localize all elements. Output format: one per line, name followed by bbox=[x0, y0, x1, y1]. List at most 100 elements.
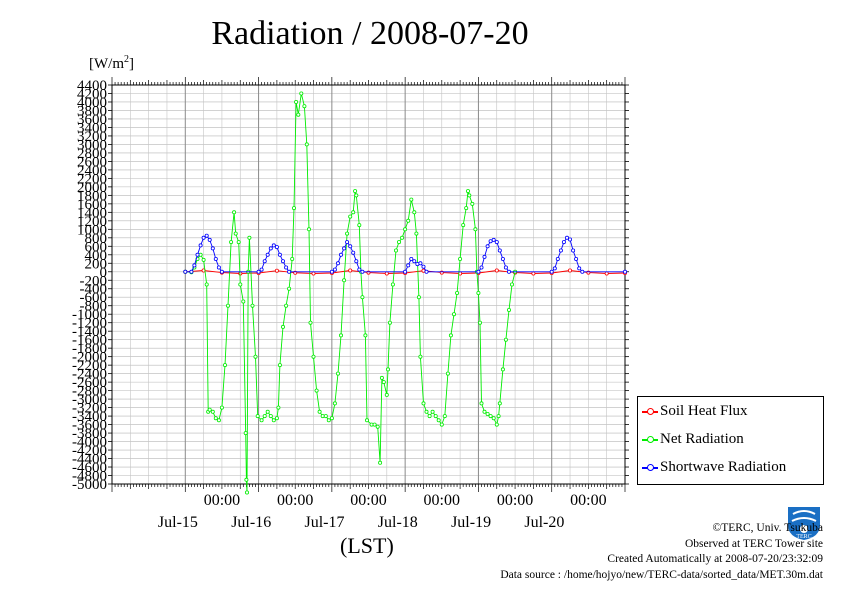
data-point bbox=[604, 271, 609, 276]
x-tick-day-label: Jul-19 bbox=[451, 514, 491, 531]
y-tick-label: -1400 bbox=[72, 324, 107, 340]
data-point bbox=[552, 266, 557, 271]
data-point bbox=[381, 380, 386, 385]
y-tick-label: 0 bbox=[100, 265, 108, 281]
y-tick-label: -2800 bbox=[72, 384, 107, 400]
data-point bbox=[555, 256, 560, 261]
data-point bbox=[506, 269, 511, 274]
data-point bbox=[379, 375, 384, 380]
data-point bbox=[207, 237, 212, 242]
data-point bbox=[323, 414, 328, 419]
data-point bbox=[378, 460, 383, 465]
x-axis-unit: (LST) bbox=[340, 533, 394, 558]
legend-item-shortwave: Shortwave Radiation bbox=[638, 455, 823, 481]
data-point bbox=[565, 235, 570, 240]
y-unit-sup: 2 bbox=[124, 54, 129, 65]
data-point bbox=[414, 231, 419, 236]
data-point bbox=[207, 407, 212, 412]
data-point bbox=[403, 227, 408, 232]
data-point bbox=[274, 416, 279, 421]
data-point bbox=[482, 254, 487, 259]
x-tick-time-label: 00:00 bbox=[497, 492, 533, 509]
legend-marker-net bbox=[647, 436, 654, 443]
y-tick-label: -600 bbox=[80, 290, 108, 306]
data-point bbox=[290, 256, 295, 261]
data-point bbox=[412, 259, 417, 264]
data-point bbox=[338, 333, 343, 338]
y-tick-label: 800 bbox=[85, 231, 108, 247]
data-point bbox=[243, 431, 248, 436]
data-point bbox=[494, 240, 499, 245]
data-point bbox=[494, 422, 499, 427]
legend: Soil Heat Flux Net Radiation Shortwave R… bbox=[637, 396, 824, 485]
data-point bbox=[280, 324, 285, 329]
data-point bbox=[271, 243, 276, 248]
y-tick-label: 1000 bbox=[77, 222, 107, 238]
data-point bbox=[549, 269, 554, 274]
data-point bbox=[210, 246, 215, 251]
data-point bbox=[436, 418, 441, 423]
data-point bbox=[306, 227, 311, 232]
data-point bbox=[531, 271, 536, 276]
data-point bbox=[387, 320, 392, 325]
data-point bbox=[351, 210, 356, 215]
y-tick-label: 3800 bbox=[77, 103, 107, 119]
data-point bbox=[183, 269, 188, 274]
data-point bbox=[496, 414, 501, 419]
data-point bbox=[247, 235, 252, 240]
y-tick-label: -4800 bbox=[72, 469, 107, 485]
data-point bbox=[216, 265, 221, 270]
data-point bbox=[256, 269, 261, 274]
data-point bbox=[623, 269, 628, 274]
y-tick-label: -5000 bbox=[72, 477, 107, 493]
data-point bbox=[400, 235, 405, 240]
data-point bbox=[427, 414, 432, 419]
data-point bbox=[253, 354, 258, 359]
x-tick-day-label: Jul-17 bbox=[305, 514, 345, 531]
data-point bbox=[464, 206, 469, 211]
x-tick-time-label: 00:00 bbox=[570, 492, 606, 509]
data-point bbox=[232, 210, 237, 215]
data-point bbox=[470, 201, 475, 206]
y-tick-label: 2000 bbox=[77, 180, 107, 196]
y-tick-label: 2200 bbox=[77, 171, 107, 187]
y-tick-label: 2600 bbox=[77, 154, 107, 170]
legend-item-net-radiation: Net Radiation bbox=[638, 427, 823, 453]
data-point bbox=[265, 252, 270, 257]
data-point bbox=[503, 337, 508, 342]
legend-label-net: Net Radiation bbox=[660, 431, 744, 447]
data-point bbox=[213, 416, 218, 421]
data-point bbox=[375, 424, 380, 429]
data-point bbox=[364, 418, 369, 423]
data-point bbox=[311, 354, 316, 359]
data-point bbox=[233, 231, 238, 236]
y-tick-label: 1400 bbox=[77, 205, 107, 221]
data-point bbox=[210, 409, 215, 414]
y-tick-label: 1200 bbox=[77, 214, 107, 230]
data-point bbox=[384, 271, 389, 276]
data-point bbox=[236, 240, 241, 245]
data-point bbox=[500, 367, 505, 372]
data-point bbox=[445, 371, 450, 376]
y-tick-label: -2200 bbox=[72, 358, 107, 374]
y-tick-label: 1600 bbox=[77, 197, 107, 213]
data-point bbox=[262, 414, 267, 419]
data-point bbox=[488, 414, 493, 419]
data-point bbox=[204, 282, 209, 287]
data-point bbox=[287, 286, 292, 291]
legend-item-soil-heat-flux: Soil Heat Flux bbox=[638, 399, 823, 425]
legend-marker-soil bbox=[647, 408, 654, 415]
data-point bbox=[280, 259, 285, 264]
data-point bbox=[561, 240, 566, 245]
data-point bbox=[335, 261, 340, 266]
x-tick-time-label: 00:00 bbox=[277, 492, 313, 509]
data-point bbox=[357, 267, 362, 272]
y-tick-label: -2400 bbox=[72, 367, 107, 383]
data-point bbox=[393, 248, 398, 253]
legend-marker-shortwave bbox=[647, 464, 654, 471]
y-tick-label: -1200 bbox=[72, 316, 107, 332]
data-point bbox=[299, 91, 304, 96]
credit-copyright: ©TERC, Univ. Tsukuba bbox=[712, 522, 823, 534]
data-point bbox=[294, 100, 299, 105]
data-point bbox=[213, 256, 218, 261]
